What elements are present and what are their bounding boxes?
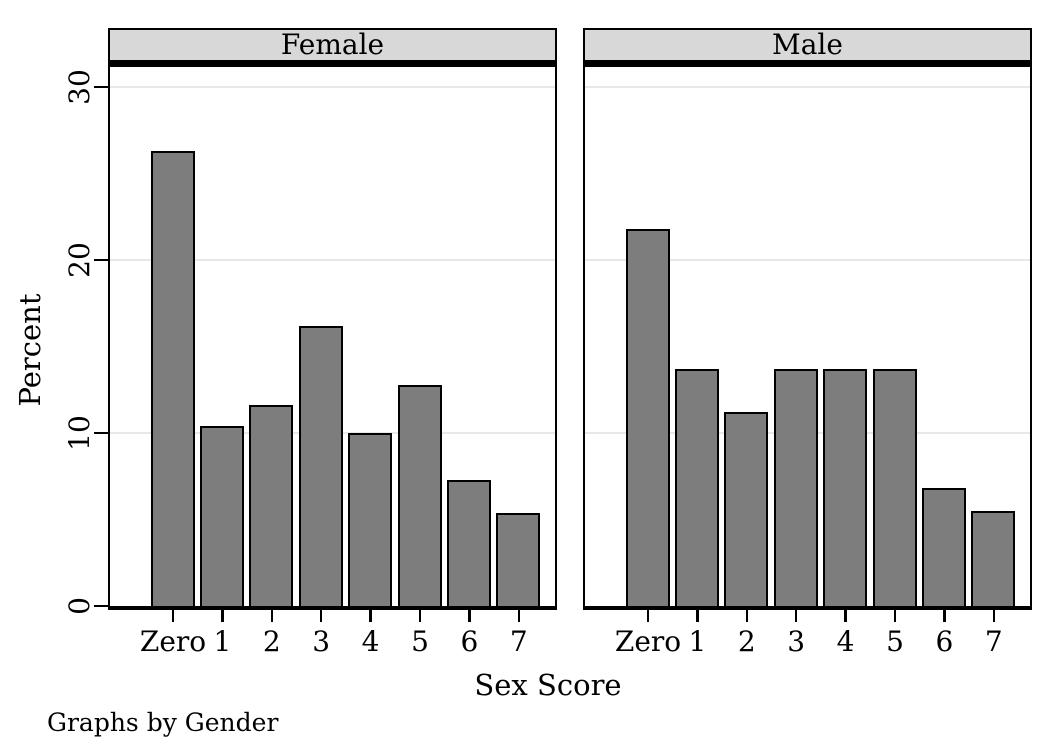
x-tick-male-2 [745, 610, 749, 622]
panel-female: Female Zero 1 2 3 4 5 6 7 [108, 28, 557, 688]
x-tick-label-female-zero: Zero [139, 625, 207, 658]
bar-female-5 [397, 384, 442, 606]
x-tick-male-5 [893, 610, 897, 622]
bar-female-2 [249, 405, 294, 606]
y-tick-30 [94, 85, 108, 89]
x-tick-label-female-6: 6 [460, 625, 479, 658]
bar-female-1 [199, 426, 244, 606]
x-tick-label-female-7: 7 [509, 625, 528, 658]
x-tick-male-zero [646, 610, 650, 622]
x-tick-label-male-6: 6 [935, 625, 954, 658]
bar-male-6 [921, 488, 966, 606]
y-tick-10 [94, 431, 108, 435]
bar-female-zero [150, 150, 195, 606]
gridline-30 [110, 85, 555, 88]
x-tick-label-male-4: 4 [836, 625, 855, 658]
gridline-20 [110, 258, 555, 261]
panel-title-female: Female [280, 28, 385, 61]
x-axis-title: Sex Score [474, 668, 622, 702]
y-axis-title: Percent [13, 293, 47, 407]
bar-female-7 [496, 512, 541, 606]
x-tick-label-male-zero: Zero [614, 625, 682, 658]
bar-male-zero [625, 228, 670, 606]
x-tick-female-2 [270, 610, 274, 622]
x-tick-male-4 [844, 610, 847, 622]
bar-male-5 [872, 368, 917, 606]
x-tick-label-female-5: 5 [411, 625, 429, 658]
plot-area-male [583, 62, 1032, 610]
x-tick-label-female-4: 4 [361, 625, 380, 658]
gridline-20 [585, 258, 1030, 261]
plot-area-female [108, 62, 557, 610]
y-tick-0 [94, 604, 108, 608]
x-tick-label-female-2: 2 [262, 625, 281, 658]
x-tick-label-male-2: 2 [737, 625, 756, 658]
x-tick-male-1 [696, 610, 699, 622]
y-tick-label-30: 30 [63, 69, 96, 105]
bar-male-4 [823, 368, 868, 606]
x-tick-label-female-3: 3 [312, 625, 331, 658]
y-tick-label-20: 20 [63, 242, 96, 278]
x-tick-label-female-1: 1 [213, 625, 232, 658]
bar-male-3 [773, 368, 818, 606]
x-tick-male-7 [992, 610, 996, 622]
x-tick-female-7 [517, 610, 521, 622]
gridline-30 [585, 85, 1030, 88]
graphs-by-note: Graphs by Gender [47, 708, 279, 737]
panel-title-band-female: Female [108, 28, 557, 62]
bar-male-2 [724, 412, 769, 606]
x-tick-label-male-5: 5 [886, 625, 904, 658]
y-tick-label-0: 0 [63, 597, 96, 615]
y-tick-20 [94, 258, 108, 262]
x-tick-female-zero [171, 610, 175, 622]
x-tick-female-6 [468, 610, 471, 622]
panel-title-band-male: Male [583, 28, 1032, 62]
x-tick-male-6 [943, 610, 946, 622]
x-tick-female-4 [369, 610, 372, 622]
x-tick-label-male-7: 7 [984, 625, 1003, 658]
panel-title-male: Male [772, 28, 843, 61]
bar-female-4 [348, 432, 393, 606]
bar-male-1 [674, 368, 719, 606]
bar-female-6 [446, 479, 491, 606]
y-tick-label-10: 10 [63, 415, 96, 451]
x-tick-label-male-1: 1 [688, 625, 707, 658]
x-tick-label-male-3: 3 [787, 625, 806, 658]
x-tick-female-5 [418, 610, 422, 622]
x-tick-male-3 [794, 610, 798, 622]
bar-female-3 [298, 325, 343, 606]
x-tick-female-1 [221, 610, 224, 622]
x-tick-female-3 [319, 610, 323, 622]
bar-male-7 [971, 510, 1016, 606]
panel-male: Male Zero 1 2 3 4 5 6 7 [583, 28, 1032, 688]
